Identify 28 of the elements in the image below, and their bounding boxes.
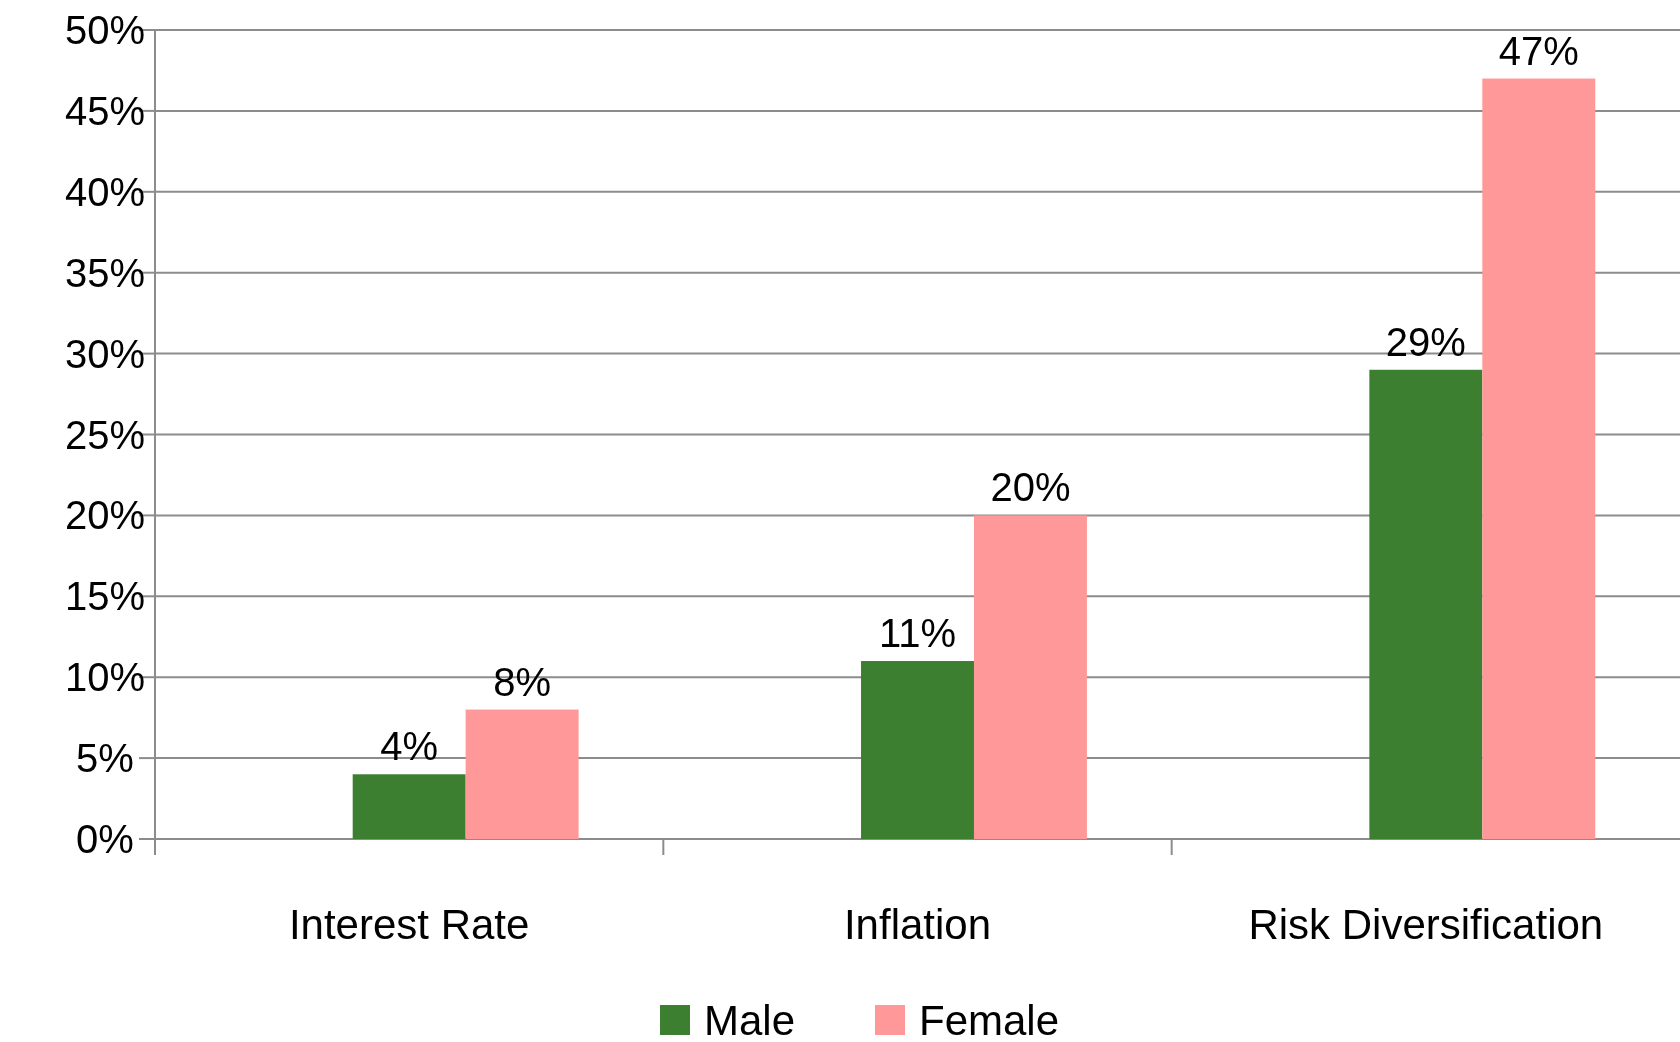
y-tick-label: 50% <box>64 8 146 52</box>
y-tick-label: 15% <box>64 574 146 619</box>
data-label: 47% <box>1498 28 1579 73</box>
data-label: 8% <box>493 659 552 704</box>
y-tick-label: 10% <box>64 655 146 700</box>
legend-label: Female <box>919 996 1060 1042</box>
y-tick-label: 30% <box>64 331 146 376</box>
y-tick-label: 5% <box>76 736 134 781</box>
data-label: 29% <box>1385 319 1466 364</box>
data-label: 20% <box>990 465 1071 510</box>
x-tick-label: Risk Diversification <box>1248 900 1604 948</box>
bar <box>973 515 1087 839</box>
bar <box>1369 369 1483 839</box>
x-tick-label: Interest Rate <box>288 900 530 948</box>
y-tick-label: 0% <box>76 817 134 861</box>
y-tick-label: 20% <box>64 493 146 538</box>
y-tick-label: 35% <box>64 250 146 295</box>
y-tick-label: 45% <box>64 88 146 133</box>
bar <box>352 774 466 839</box>
y-tick-label: 40% <box>64 169 146 214</box>
legend-label: Male <box>704 996 796 1042</box>
bar <box>465 709 579 839</box>
data-label: 4% <box>380 724 439 769</box>
bar <box>861 661 974 839</box>
y-tick-label: 25% <box>64 412 146 457</box>
x-tick-label: Inflation <box>843 900 992 948</box>
data-label: 11% <box>878 611 957 656</box>
bar <box>1482 78 1596 839</box>
